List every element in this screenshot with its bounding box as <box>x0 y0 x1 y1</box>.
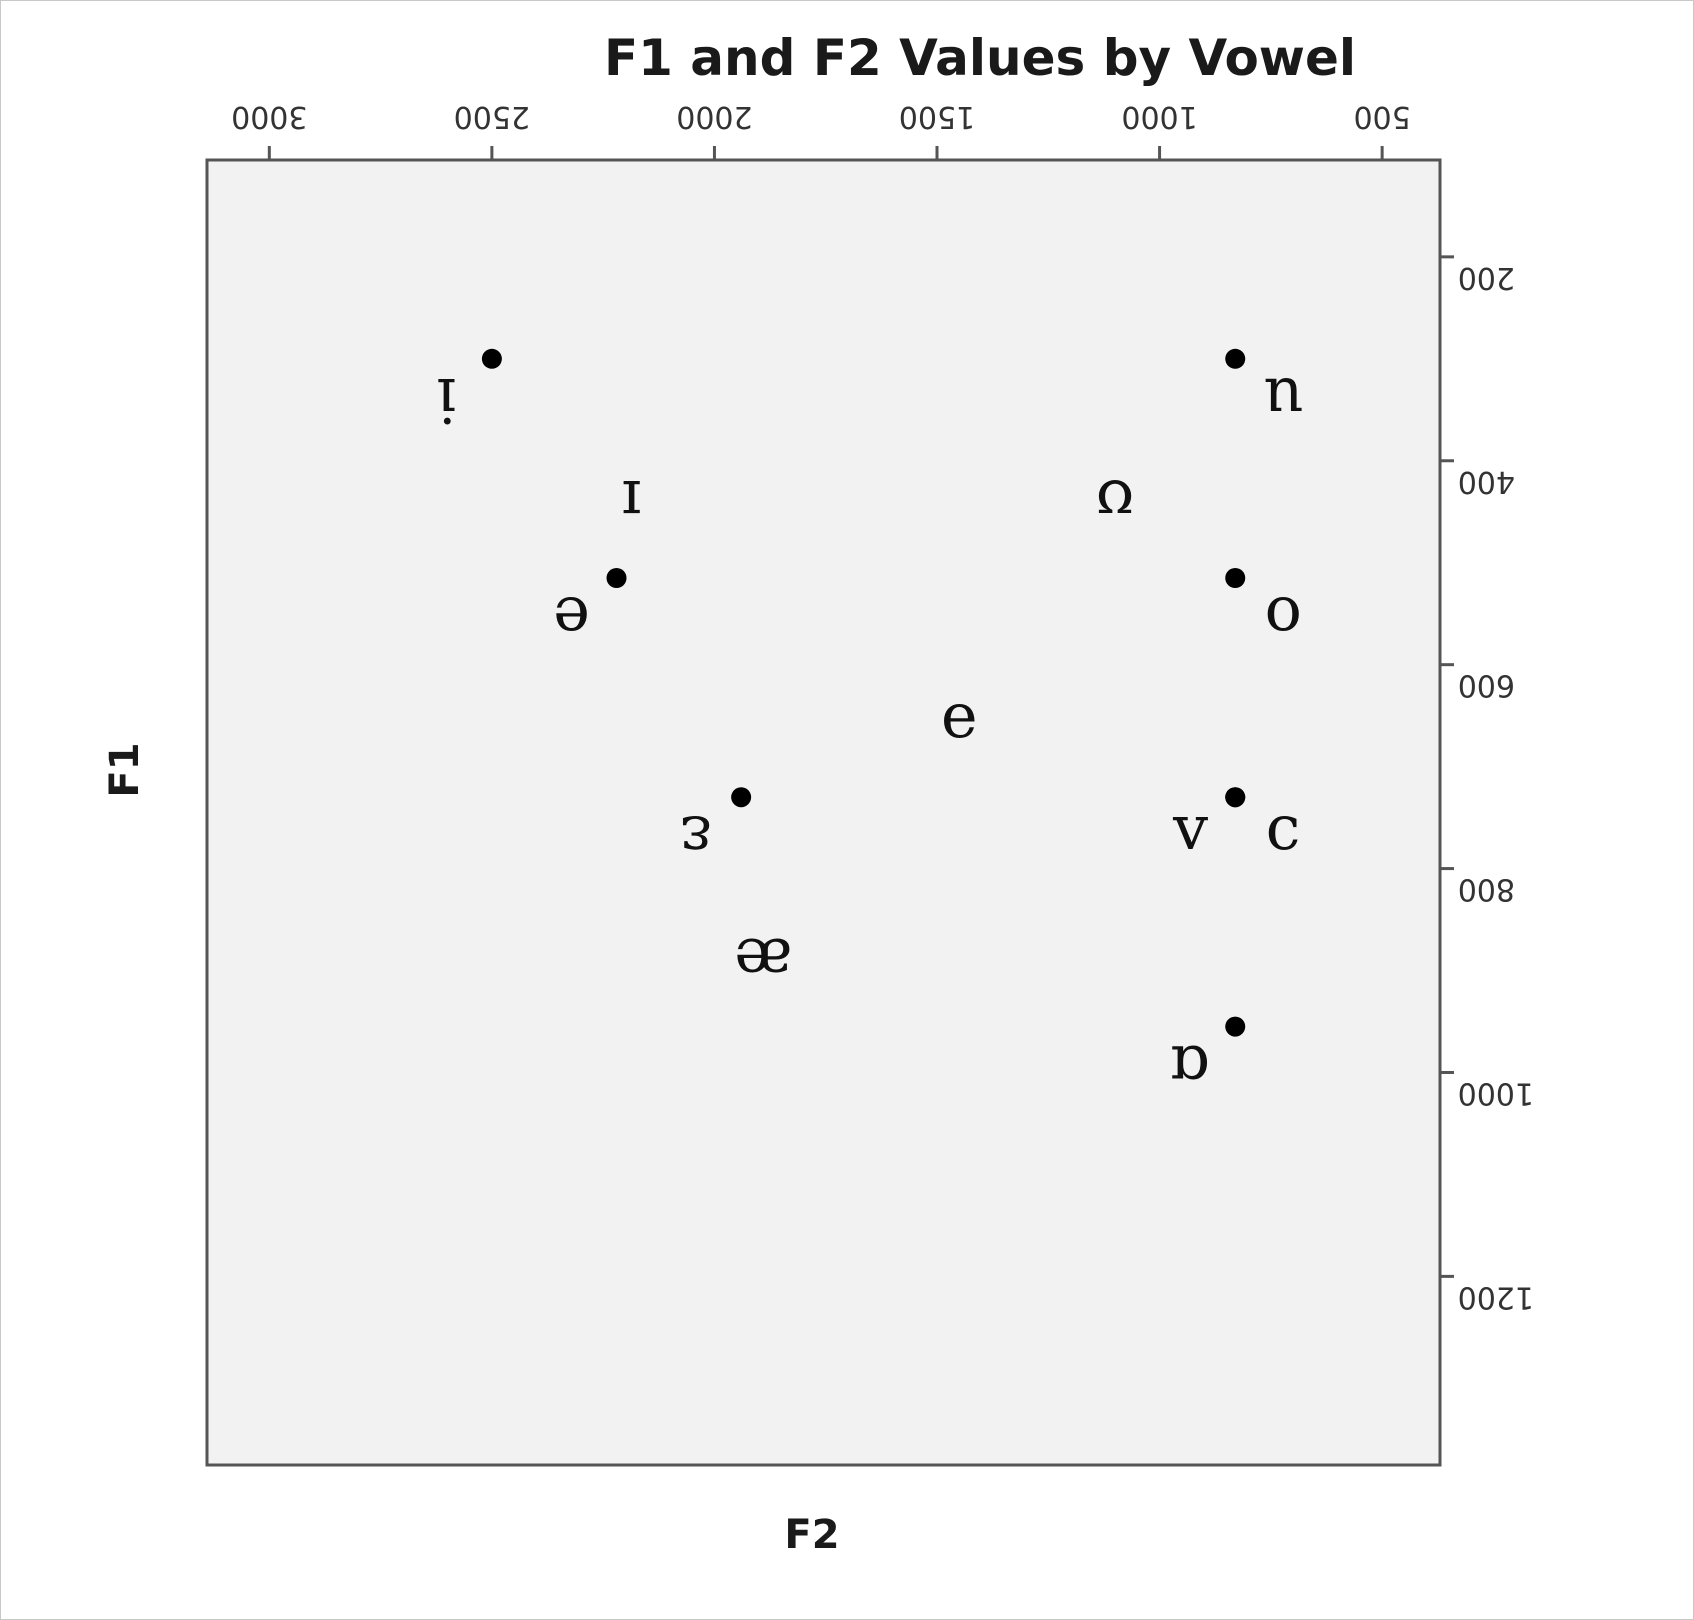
x-axis-ticks: 3000 2500 2000 1500 1000 500 <box>231 99 1411 160</box>
data-point <box>731 787 752 808</box>
vowel-label: ɪ <box>622 466 642 539</box>
vowel-label: ɑ <box>1170 1032 1210 1105</box>
data-point <box>1225 1016 1246 1037</box>
y-tick-label: 1200 <box>1458 1279 1534 1314</box>
y-tick-label: 800 <box>1458 872 1515 907</box>
data-point <box>1225 568 1246 589</box>
vowel-label: e <box>553 583 590 656</box>
vowel-label: ʊ <box>1096 466 1134 539</box>
y-tick-label: 1000 <box>1458 1075 1534 1110</box>
data-point <box>606 568 627 589</box>
y-tick-label: 600 <box>1458 668 1515 703</box>
x-tick-label: 1500 <box>899 99 975 134</box>
y-axis-ticks: 200 400 600 800 1000 1200 <box>1440 255 1534 1314</box>
vowel-label: ɔ <box>1266 802 1301 875</box>
x-tick-label: 2500 <box>454 99 530 134</box>
y-axis-label: F1 <box>102 742 148 797</box>
data-points: i u ɪ ʊ e o ə ɛ ʌ ɔ æ ɑ <box>437 348 1303 1105</box>
vowel-label: u <box>1263 364 1303 437</box>
x-tick-label: 3000 <box>231 99 307 134</box>
vowel-label: ə <box>941 690 978 763</box>
data-point <box>481 348 502 369</box>
vowel-label: æ <box>734 925 792 998</box>
y-tick-label: 200 <box>1458 260 1515 295</box>
y-tick-label: 400 <box>1458 464 1515 499</box>
x-tick-label: 500 <box>1354 99 1411 134</box>
plot-area <box>205 158 1442 1467</box>
x-tick-label: 2000 <box>676 99 752 134</box>
x-tick-label: 1000 <box>1121 99 1197 134</box>
x-axis-label: F2 <box>784 1512 839 1558</box>
vowel-label: i <box>437 364 457 437</box>
vowel-label: ɛ <box>680 802 712 875</box>
chart-title: F1 and F2 Values by Vowel <box>604 29 1356 87</box>
vowel-label: o <box>1265 583 1302 656</box>
data-point <box>1225 787 1246 808</box>
vowel-label: ʌ <box>1173 802 1209 875</box>
data-point <box>1225 348 1246 369</box>
